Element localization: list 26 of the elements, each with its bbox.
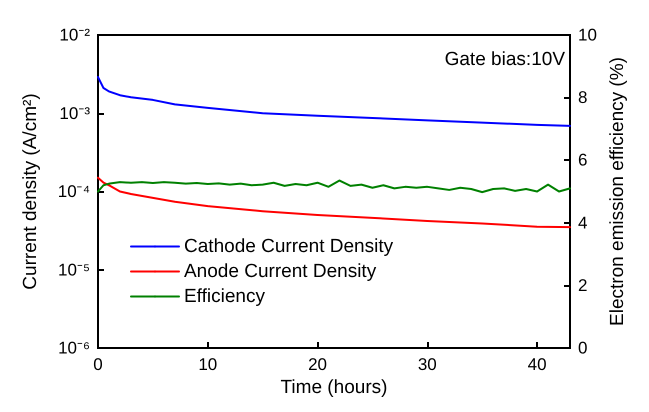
line-series: [97, 176, 571, 228]
y-axis-title: Current density (A/cm²): [20, 93, 41, 290]
y2-tick-label: 2: [578, 276, 588, 295]
y-tick-label: 10⁻⁵: [58, 260, 90, 280]
y-tick-label: 10⁻²: [59, 26, 90, 44]
x-tick-label: 40: [528, 355, 547, 374]
legend-label: Cathode Current Density: [184, 236, 394, 257]
legend-label: Anode Current Density: [184, 261, 377, 282]
line-series: [97, 180, 571, 194]
legend-label: Efficiency: [184, 286, 266, 307]
x-tick-label: 0: [93, 355, 103, 374]
y-tick-label: 10⁻⁶: [58, 338, 90, 358]
x-tick-label: 30: [418, 355, 437, 374]
y2-axis-title: Electron emission efficiency (%): [606, 57, 628, 326]
y2-tick-label: 4: [578, 213, 588, 232]
line-series: [97, 76, 571, 127]
y2-tick-label: 10: [578, 26, 597, 44]
x-axis-title: Time (hours): [280, 376, 388, 398]
x-tick-label: 20: [308, 355, 327, 374]
annotation: Gate bias:10V: [444, 49, 566, 70]
y-tick-label: 10⁻⁴: [58, 182, 90, 201]
y-tick-label: 10⁻³: [59, 104, 90, 123]
y2-tick-label: 0: [578, 338, 588, 358]
y2-tick-label: 6: [578, 150, 588, 170]
x-tick-label: 10: [198, 355, 218, 374]
y2-tick-label: 8: [578, 88, 588, 108]
